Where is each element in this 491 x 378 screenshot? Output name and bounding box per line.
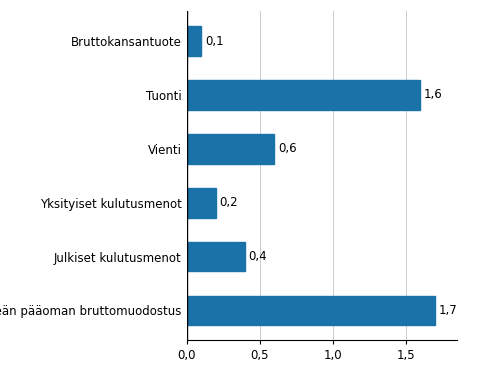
Bar bbox=[187, 26, 201, 56]
Text: 0,4: 0,4 bbox=[248, 250, 267, 263]
Bar bbox=[187, 242, 245, 271]
Bar bbox=[187, 188, 216, 217]
Bar bbox=[187, 80, 420, 110]
Text: 1,6: 1,6 bbox=[424, 88, 442, 101]
Text: 1,7: 1,7 bbox=[438, 304, 457, 317]
Bar bbox=[187, 296, 435, 325]
Text: 0,6: 0,6 bbox=[278, 143, 297, 155]
Text: 0,2: 0,2 bbox=[219, 196, 238, 209]
Bar bbox=[187, 134, 274, 164]
Text: 0,1: 0,1 bbox=[205, 35, 223, 48]
